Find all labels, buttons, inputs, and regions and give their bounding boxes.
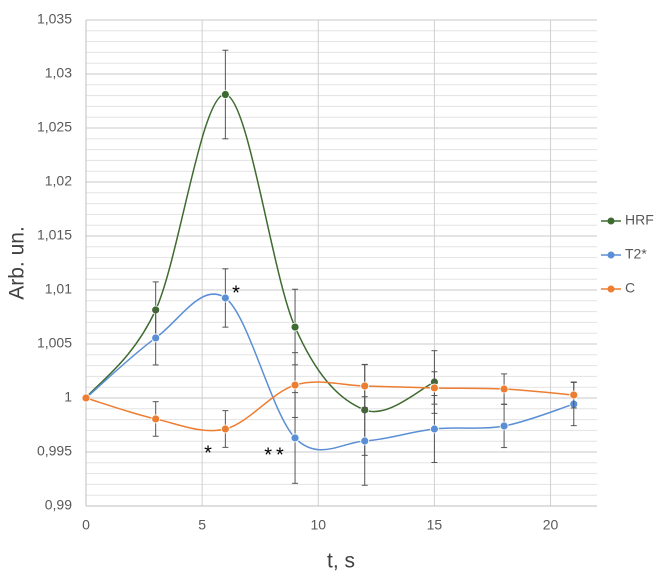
point	[220, 293, 230, 303]
legend-marker	[607, 285, 615, 293]
point	[220, 90, 230, 99]
y-tick-label: 1,035	[37, 11, 72, 27]
point	[569, 390, 579, 400]
series-line	[85, 381, 574, 432]
point	[430, 383, 439, 393]
y-tick-label: 0,99	[45, 497, 72, 513]
point	[290, 380, 300, 390]
x-tick-label: 10	[310, 517, 326, 533]
y-tick-label: 1,025	[37, 119, 72, 135]
x-tick-label: 15	[427, 517, 443, 533]
point	[430, 424, 439, 434]
y-tick-label: 0,995	[37, 443, 72, 459]
legend-label: HRF	[625, 212, 654, 228]
x-tick-label: 0	[82, 517, 90, 533]
y-tick-label: 1,02	[45, 173, 72, 189]
point	[151, 333, 161, 343]
legend-label: T2*	[625, 246, 647, 262]
y-tick-label: 1	[64, 389, 72, 405]
x-tick-label: 20	[543, 517, 559, 533]
x-axis-title: t, s	[327, 550, 355, 573]
y-tick-label: 1,005	[37, 335, 72, 351]
point	[360, 436, 370, 446]
legend-marker	[607, 251, 615, 259]
x-tick-label: 5	[198, 517, 206, 533]
annotation: *	[204, 442, 216, 464]
legend-marker	[607, 217, 615, 225]
y-axis-title: Arb. un.	[6, 226, 29, 300]
y-tick-label: 1,01	[45, 281, 72, 297]
legend-label: C	[625, 280, 635, 296]
point	[360, 381, 370, 391]
annotation: **	[264, 444, 288, 466]
y-tick-label: 1,03	[45, 65, 72, 81]
annotation: *	[232, 282, 244, 304]
point	[499, 384, 509, 394]
point	[290, 433, 300, 443]
series-line	[85, 293, 574, 451]
y-tick-label: 1,015	[37, 227, 72, 243]
point	[290, 322, 300, 332]
point	[81, 393, 91, 403]
point	[151, 414, 161, 424]
point	[220, 424, 230, 434]
point	[499, 421, 509, 431]
